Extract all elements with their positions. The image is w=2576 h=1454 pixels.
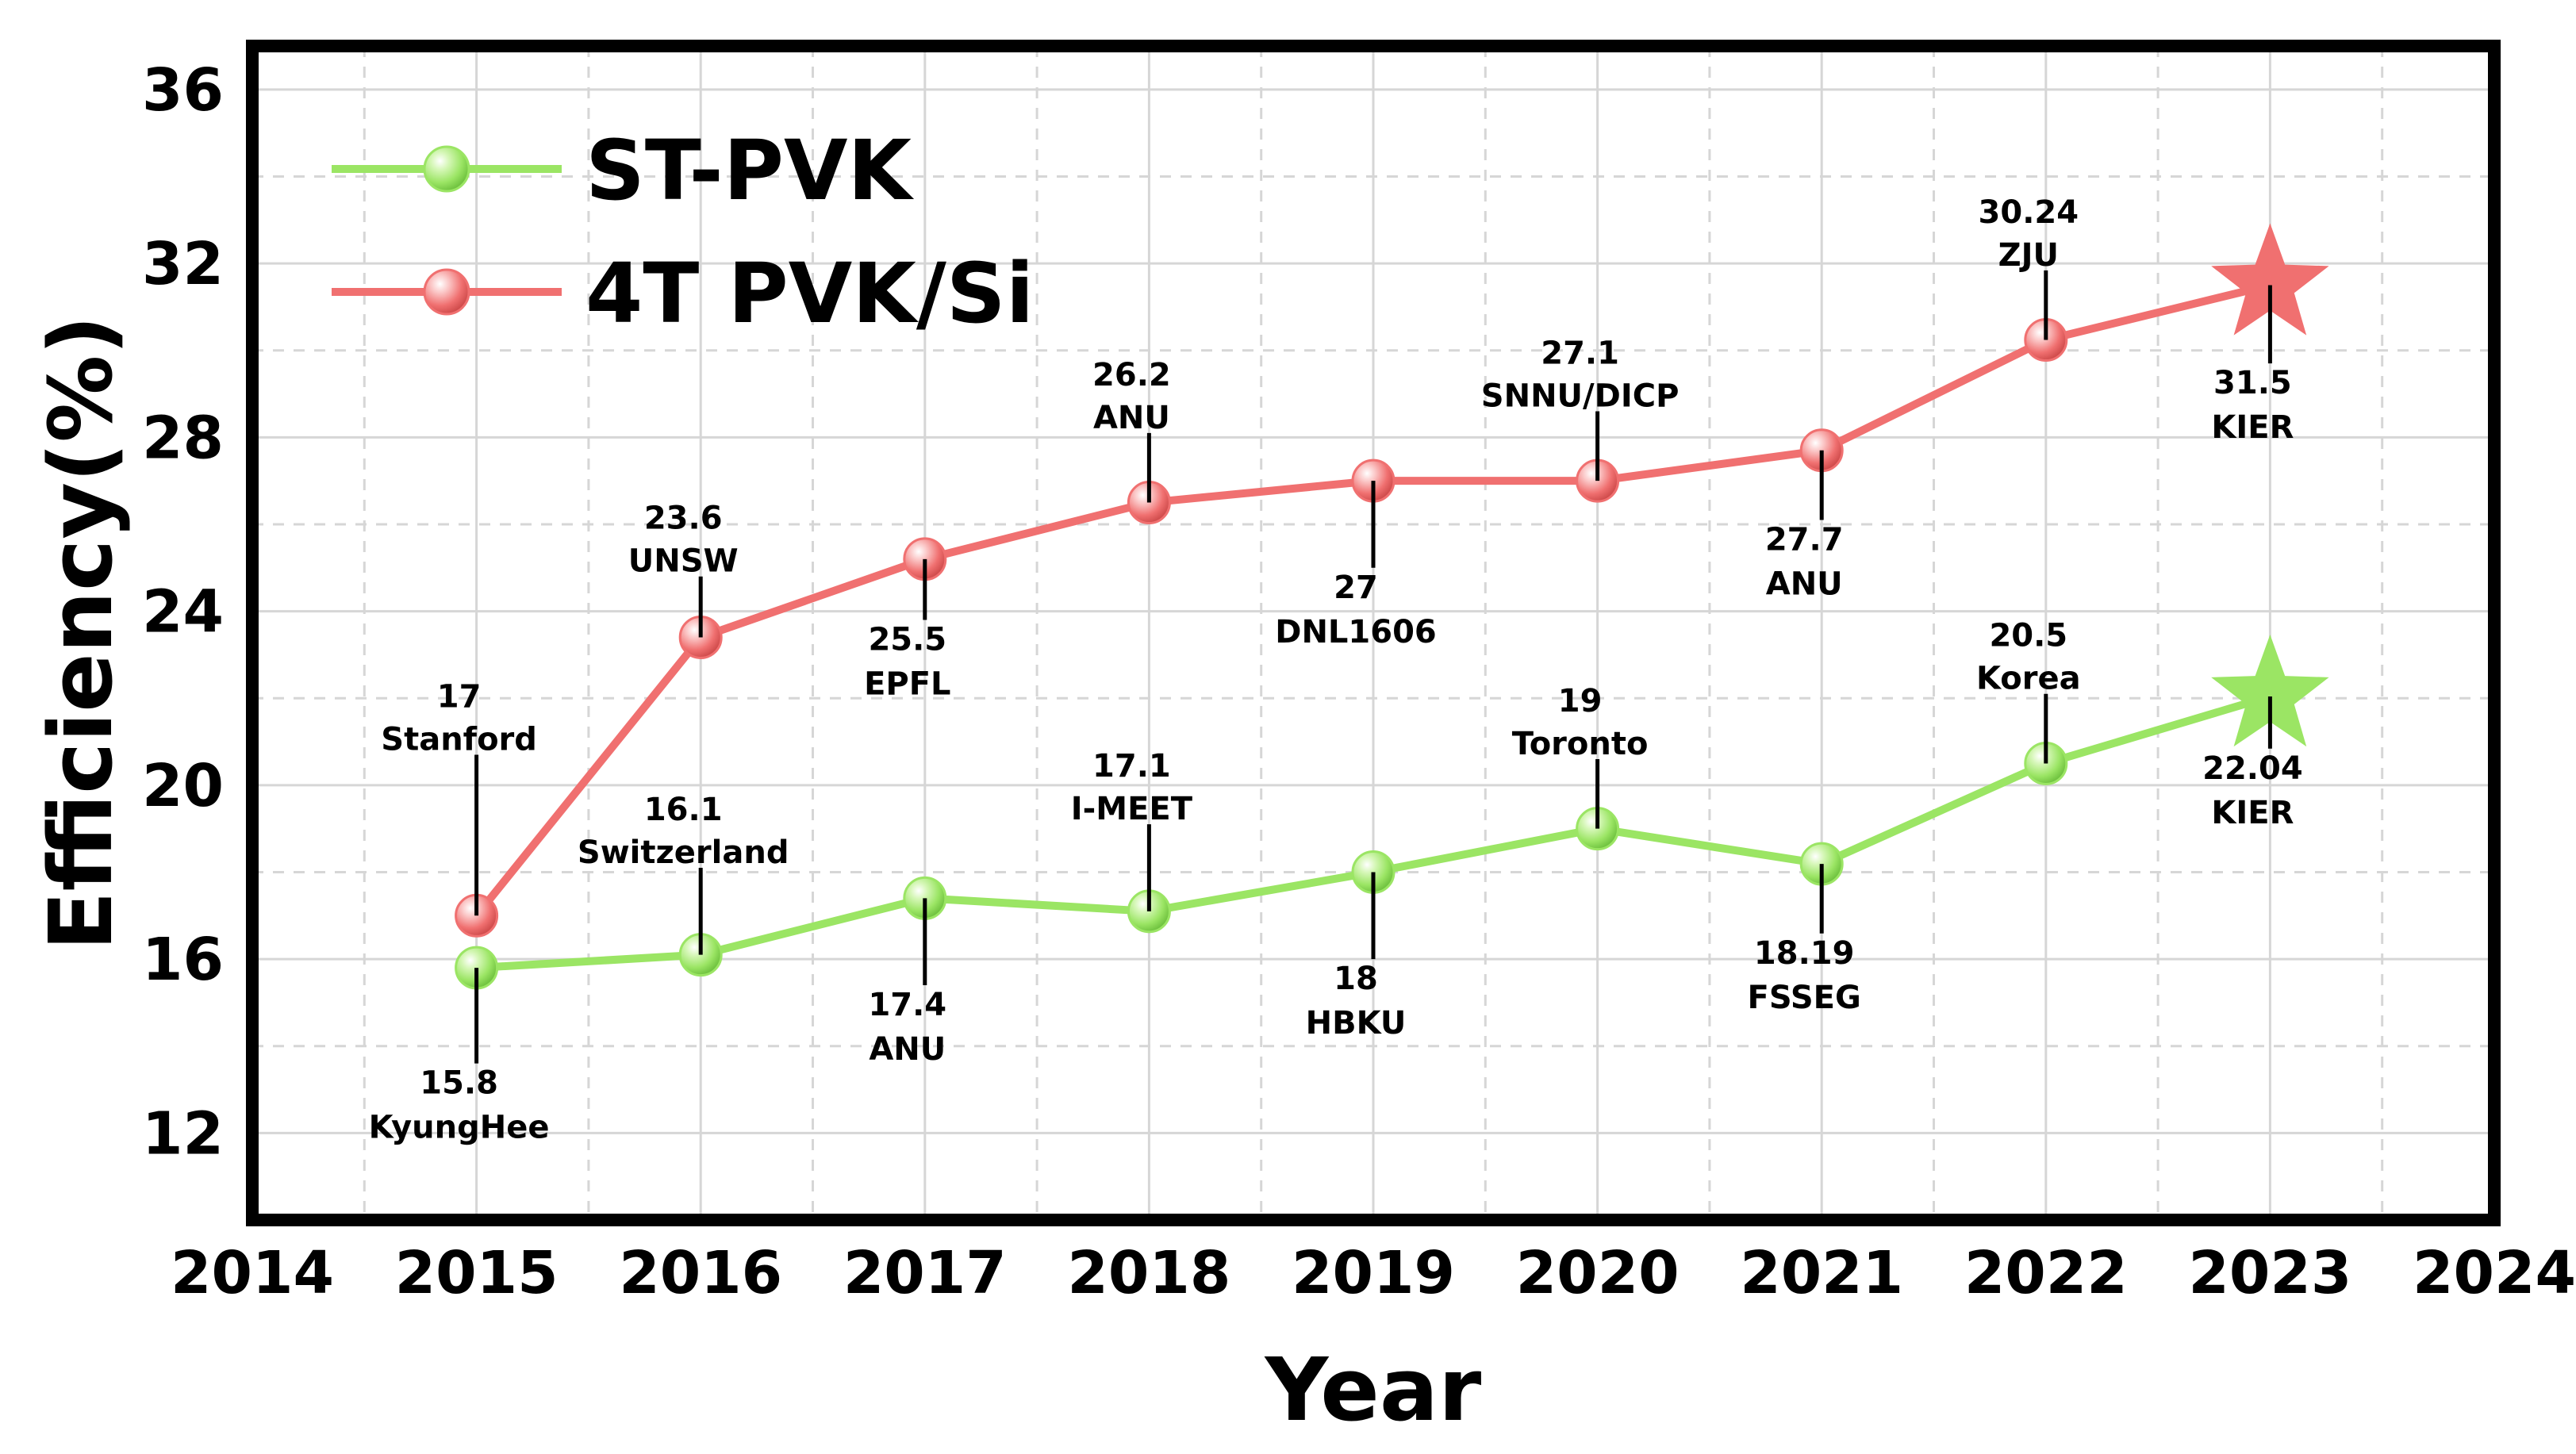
annotation-label: I-MEET (1071, 791, 1193, 827)
annotation-value: 17.1 (1092, 748, 1171, 785)
x-tick-label: 2018 (1067, 1239, 1230, 1307)
annotations: 15.8 KyungHee 16.1 Switzerland 17.4 ANU 17.1 I-… (369, 194, 2303, 1146)
annotation-4t-pvk-si: 17 Stanford (381, 678, 537, 916)
y-tick-label: 20 (142, 752, 224, 820)
y-tick-label: 24 (142, 578, 224, 646)
x-axis-ticks: 2014 2015 2016 2017 2018 2019 2020 2021 2022 2023… (171, 1239, 2576, 1307)
annotation-label: SNNU/DICP (1481, 378, 1680, 414)
annotation-4t-pvk-si: 25.5 EPFL (864, 558, 951, 703)
annotation-label: Korea (1976, 661, 2081, 697)
x-tick-label: 2022 (1964, 1239, 2128, 1307)
annotation-label: Switzerland (578, 834, 789, 871)
x-tick-label: 2016 (619, 1239, 782, 1307)
x-tick-label: 2019 (1292, 1239, 1455, 1307)
y-tick-label: 12 (142, 1099, 224, 1168)
annotation-label: Toronto (1512, 726, 1649, 762)
annotation-st-pvk: 18.19 FSSEG (1748, 864, 1861, 1016)
legend: ST-PVK 4T PVK/Si (332, 122, 1034, 342)
x-tick-label: 2015 (395, 1239, 559, 1307)
annotation-label: KIER (2211, 409, 2294, 446)
x-tick-label: 2024 (2413, 1239, 2576, 1307)
x-tick-label: 2014 (171, 1239, 334, 1307)
annotation-4t-pvk-si: 23.6 UNSW (628, 501, 739, 638)
annotation-value: 26.2 (1092, 357, 1171, 393)
annotation-4t-pvk-si: 27.1 SNNU/DICP (1481, 335, 1680, 481)
annotation-st-pvk: 22.04 KIER (2202, 696, 2303, 831)
annotation-st-pvk: 19 Toronto (1512, 683, 1649, 829)
legend-marker-st-pvk (423, 145, 470, 193)
annotation-st-pvk: 17.4 ANU (868, 898, 946, 1068)
annotation-value: 16.1 (644, 792, 723, 828)
annotation-st-pvk: 20.5 Korea (1976, 618, 2081, 764)
annotation-label: ZJU (1998, 237, 2059, 274)
annotation-st-pvk: 16.1 Switzerland (578, 792, 789, 955)
y-tick-label: 32 (142, 230, 224, 298)
annotation-label: HBKU (1306, 1005, 1407, 1042)
x-tick-label: 2017 (843, 1239, 1007, 1307)
star-marker (2211, 223, 2329, 336)
annotation-label: UNSW (628, 543, 739, 580)
annotation-value: 15.8 (420, 1065, 498, 1102)
annotation-value: 30.24 (1979, 194, 2079, 231)
annotation-value: 18.19 (1754, 935, 1855, 972)
x-tick-label: 2021 (1740, 1239, 1903, 1307)
annotation-label: ANU (1093, 400, 1170, 436)
annotation-value: 17.4 (868, 987, 946, 1023)
annotation-label: FSSEG (1748, 980, 1861, 1016)
star-marker (2211, 635, 2329, 747)
annotation-value: 17 (437, 678, 482, 715)
legend-marker-4t-pvk-si (423, 268, 470, 316)
annotation-st-pvk: 15.8 KyungHee (369, 968, 550, 1146)
y-tick-label: 28 (142, 404, 224, 472)
legend-label-st-pvk: ST-PVK (585, 122, 914, 219)
annotation-label: ANU (869, 1031, 946, 1068)
annotation-value: 27.7 (1765, 521, 1844, 558)
annotation-value: 27.1 (1541, 335, 1619, 371)
annotation-value: 25.5 (868, 622, 946, 658)
annotation-value: 23.6 (644, 501, 723, 537)
annotation-label: Stanford (381, 721, 537, 758)
annotation-st-pvk: 17.1 I-MEET (1071, 748, 1193, 911)
annotation-value: 22.04 (2202, 750, 2303, 787)
annotation-4t-pvk-si: 30.24 ZJU (1979, 194, 2079, 340)
annotation-value: 31.5 (2213, 365, 2292, 401)
y-tick-label: 16 (142, 926, 224, 994)
plot-frame (246, 40, 2501, 1226)
annotation-value: 18 (1334, 961, 1378, 997)
x-axis-title: Year (1264, 1339, 1482, 1441)
annotation-label: KyungHee (369, 1110, 550, 1146)
y-axis-title: Efficiency(%) (30, 315, 132, 950)
annotation-label: ANU (1766, 566, 1843, 602)
annotation-label: KIER (2211, 795, 2294, 831)
annotation-4t-pvk-si: 26.2 ANU (1092, 357, 1171, 503)
annotation-value: 20.5 (1989, 618, 2067, 654)
annotation-label: EPFL (864, 666, 950, 703)
x-tick-label: 2023 (2188, 1239, 2351, 1307)
annotation-4t-pvk-si: 31.5 KIER (2211, 285, 2294, 446)
annotation-value: 27 (1334, 570, 1378, 606)
annotation-value: 19 (1558, 683, 1603, 719)
y-tick-label: 36 (142, 56, 224, 125)
y-axis-ticks: 12 16 20 24 28 32 36 (142, 56, 224, 1168)
annotation-4t-pvk-si: 27 DNL1606 (1275, 481, 1437, 650)
annotation-st-pvk: 18 HBKU (1306, 872, 1407, 1042)
x-tick-label: 2020 (1516, 1239, 1680, 1307)
legend-label-4t-pvk-si: 4T PVK/Si (585, 245, 1034, 342)
annotation-4t-pvk-si: 27.7 ANU (1765, 450, 1844, 602)
annotation-label: DNL1606 (1275, 614, 1437, 650)
